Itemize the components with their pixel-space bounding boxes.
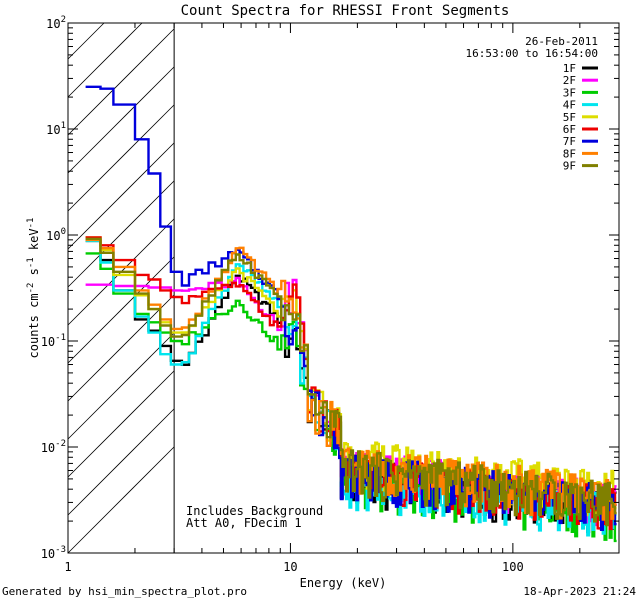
x-tick-labels: 1 10 100 xyxy=(64,560,523,574)
hatch-line xyxy=(67,294,175,402)
footer-generated-by: Generated by hsi_min_spectra_plot.pro xyxy=(2,585,247,598)
series-9F xyxy=(85,237,617,527)
x-tick-label: 100 xyxy=(502,560,524,574)
chart-title: Count Spectra for RHESSI Front Segments xyxy=(181,3,510,19)
y-axis-label: counts cm-2 s-1 keV-1 xyxy=(26,218,41,359)
x-tick-label: 10 xyxy=(283,560,297,574)
hatch-line xyxy=(67,256,175,364)
hatch-line xyxy=(67,370,175,478)
hatch-line xyxy=(67,22,105,60)
legend-label: 3F xyxy=(563,86,576,99)
y-tick-label: 10-2 xyxy=(41,439,66,455)
hatch-line xyxy=(67,142,175,250)
x-tick-label: 1 xyxy=(64,560,71,574)
hatch-line xyxy=(67,332,175,440)
date-label: 26-Feb-2011 xyxy=(525,35,598,48)
footer-timestamp: 18-Apr-2023 21:24 xyxy=(523,585,636,598)
legend-label: 7F xyxy=(563,135,576,148)
hatch-line xyxy=(67,104,175,212)
hatch-line xyxy=(67,180,175,288)
legend-label: 5F xyxy=(563,111,576,124)
hatched-region xyxy=(67,22,175,554)
plot-frame xyxy=(67,22,620,554)
y-tick-labels: 10-3 10-2 10-1 100 101 102 xyxy=(41,15,66,561)
hatch-line xyxy=(67,22,143,98)
hatch-line xyxy=(67,28,175,136)
hatch-line xyxy=(67,66,175,174)
y-tick-label: 102 xyxy=(46,15,66,31)
legend-label: 2F xyxy=(563,74,576,87)
hatch-line xyxy=(67,446,175,554)
series-layer xyxy=(85,85,617,543)
legend-label: 1F xyxy=(563,62,576,75)
annotation-attenuator: Att A0, FDecim 1 xyxy=(186,516,302,530)
y-tick-label: 101 xyxy=(46,121,66,137)
time-range-label: 16:53:00 to 16:54:00 xyxy=(466,47,598,60)
y-tick-label: 10-1 xyxy=(41,333,66,349)
y-tick-label: 100 xyxy=(46,227,66,243)
legend-label: 6F xyxy=(563,123,576,136)
x-axis-label: Energy (keV) xyxy=(300,576,387,590)
legend-label: 9F xyxy=(563,160,576,173)
legend-label: 4F xyxy=(563,99,576,112)
annotation-background: Includes Background xyxy=(186,504,323,518)
y-tick-label: 10-3 xyxy=(41,545,66,561)
legend-label: 8F xyxy=(563,147,576,160)
axis-ticks xyxy=(67,22,620,554)
hatch-line xyxy=(67,408,175,516)
